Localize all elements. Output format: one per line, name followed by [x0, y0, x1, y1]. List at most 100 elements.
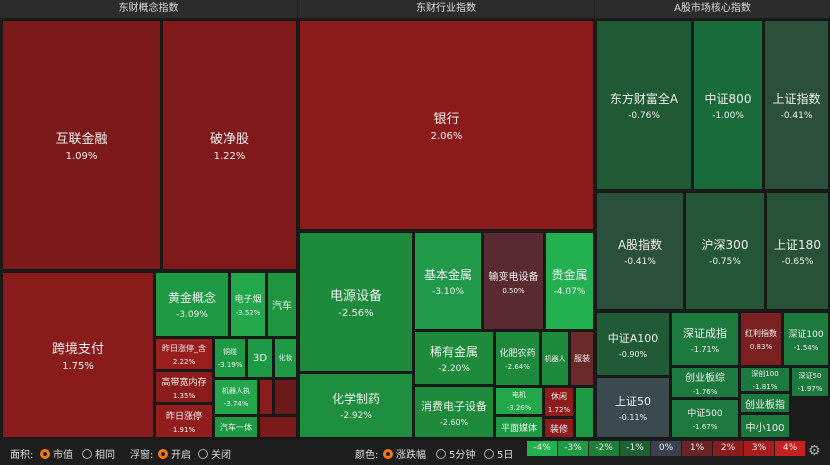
tile[interactable]: 汽车一体	[214, 416, 258, 438]
tile	[575, 387, 594, 438]
tile[interactable]: 机器人	[541, 331, 569, 386]
panel-title: 东财行业指数	[298, 0, 594, 18]
tile[interactable]: 输变电设备 0.50%	[483, 232, 544, 330]
radio[interactable]: 涨跌幅	[383, 446, 426, 461]
tile-change: 1.72%	[547, 405, 571, 414]
tile-name: 化妆	[278, 354, 293, 362]
panel-title: 东财概念指数	[0, 0, 297, 18]
tile-change: -1.54%	[793, 343, 819, 352]
tile-change: -2.64%	[505, 363, 530, 371]
tile-name: 上证指数	[772, 91, 821, 106]
tile-name: 昨日涨停_含	[162, 343, 206, 353]
tile-change: -0.75%	[709, 256, 741, 267]
tile[interactable]: 创业板综 -1.76%	[671, 367, 739, 398]
tile[interactable]: 装修	[544, 418, 574, 438]
tile[interactable]: 跨境支付 1.75%	[2, 272, 154, 438]
tile-name: 破净股	[209, 132, 249, 147]
tile-change: -2.60%	[439, 417, 469, 427]
tile-change: 1.09%	[65, 151, 98, 162]
tile-change: -1.67%	[692, 423, 718, 431]
tile	[274, 379, 297, 415]
option: 开启	[171, 450, 191, 461]
tile-name: 创业板综	[685, 373, 725, 384]
tile[interactable]: 机器人执 -3.74%	[214, 379, 258, 415]
tile-name: 消费电子设备	[421, 399, 487, 413]
tile[interactable]: 化肥农药 -2.64%	[495, 331, 540, 386]
tile[interactable]: 银行 2.06%	[299, 20, 594, 230]
tile[interactable]: 服装	[570, 331, 594, 386]
tile-name: 电机	[512, 391, 526, 399]
tile[interactable]: 深证50 -1.97%	[791, 367, 829, 397]
tile[interactable]: 电机 -3.26%	[495, 387, 543, 415]
tile[interactable]: 化妆	[274, 338, 297, 378]
tile-name: 电子烟	[234, 295, 262, 305]
tile[interactable]: 昨日涨停_含 2.22%	[155, 338, 213, 370]
tile-change: -1.71%	[690, 344, 720, 354]
tile-name: 银行	[433, 112, 460, 127]
radio[interactable]: 5分钟	[436, 446, 475, 461]
tile-name: 昨日涨停	[165, 411, 202, 422]
tile-name: 休闲	[551, 391, 567, 401]
scale-swatch: 3%	[744, 441, 774, 456]
tile-change: -1.00%	[712, 110, 744, 121]
tile[interactable]: 消费电子设备 -2.60%	[414, 386, 494, 438]
tile[interactable]: 互联金融 1.09%	[2, 20, 161, 270]
tile[interactable]: 3D	[247, 338, 273, 378]
tile[interactable]: 贵金属 -4.07%	[545, 232, 594, 330]
option: 相同	[95, 450, 115, 461]
tile[interactable]: 铜缆 -3.19%	[214, 338, 246, 378]
tile[interactable]: 基本金属 -3.10%	[414, 232, 482, 330]
tile[interactable]: A股指数 -0.41%	[596, 192, 684, 310]
tile[interactable]: 深证100 -1.54%	[783, 312, 829, 366]
tile-name: 化学制药	[331, 392, 380, 406]
tile[interactable]: 创业板指	[740, 393, 790, 413]
tile-change: 0.83%	[749, 342, 773, 351]
tile-name: 深证100	[788, 329, 824, 340]
radio[interactable]: 开启	[158, 446, 191, 461]
tile[interactable]: 上证指数 -0.41%	[764, 20, 829, 190]
tile[interactable]: 汽车	[267, 272, 297, 337]
radio[interactable]: 相同	[82, 446, 115, 461]
radio[interactable]: 5日	[484, 446, 513, 461]
tile-name: 装修	[549, 424, 568, 435]
tile[interactable]: 黄金概念 -3.09%	[155, 272, 229, 337]
tile[interactable]: 中证500 -1.67%	[671, 399, 739, 438]
tile[interactable]: 上证50 -0.11%	[596, 377, 670, 438]
tile-change: -3.74%	[223, 400, 249, 408]
tile[interactable]: 红利指数 0.83%	[740, 312, 782, 366]
tile[interactable]: 中小100	[740, 414, 790, 438]
tile[interactable]: 休闲 1.72%	[544, 387, 574, 417]
settings-icon[interactable]: ⚙	[808, 443, 821, 459]
tile[interactable]: 沪深300 -0.75%	[685, 192, 765, 310]
tile[interactable]: 上证180 -0.65%	[766, 192, 829, 310]
tile[interactable]: 破净股 1.22%	[162, 20, 297, 270]
tile-change: -1.97%	[797, 385, 823, 393]
tile-change: 1.35%	[172, 391, 196, 400]
tile[interactable]: 电源设备 -2.56%	[299, 232, 413, 372]
tile-name: 深创100	[751, 369, 779, 378]
radio[interactable]: 市值	[40, 446, 73, 461]
tile-name: 输变电设备	[488, 271, 539, 283]
tile-change: -2.20%	[438, 363, 470, 374]
radio[interactable]: 关闭	[198, 446, 231, 461]
label: 面积:	[10, 450, 34, 461]
tile[interactable]: 化学制药 -2.92%	[299, 373, 413, 438]
tile[interactable]: 东方财富全A -0.76%	[596, 20, 692, 190]
tile-name: 深证50	[798, 372, 822, 380]
tile-change: -3.09%	[176, 310, 208, 320]
tile[interactable]: 中证800 -1.00%	[693, 20, 763, 190]
tile[interactable]: 深证成指 -1.71%	[671, 312, 739, 366]
tile-change: -3.26%	[506, 404, 532, 412]
tile[interactable]: 电子烟 -3.52%	[230, 272, 266, 337]
tile[interactable]: 高带宽内存 1.35%	[155, 371, 213, 403]
tile[interactable]: 昨日涨停 1.91%	[155, 404, 213, 438]
label: 浮窗:	[130, 450, 154, 461]
tile[interactable]: 中证A100 -0.90%	[596, 312, 670, 376]
tile-change: -0.76%	[628, 110, 660, 121]
scale-swatch: -1%	[620, 441, 650, 456]
tile[interactable]: 平面媒体	[495, 416, 543, 438]
tile-name: 贵金属	[551, 267, 588, 282]
tile-name: 创业板指	[745, 399, 785, 411]
tile[interactable]: 稀有金属 -2.20%	[414, 331, 494, 385]
tile[interactable]: 深创100 -1.81%	[740, 367, 790, 392]
